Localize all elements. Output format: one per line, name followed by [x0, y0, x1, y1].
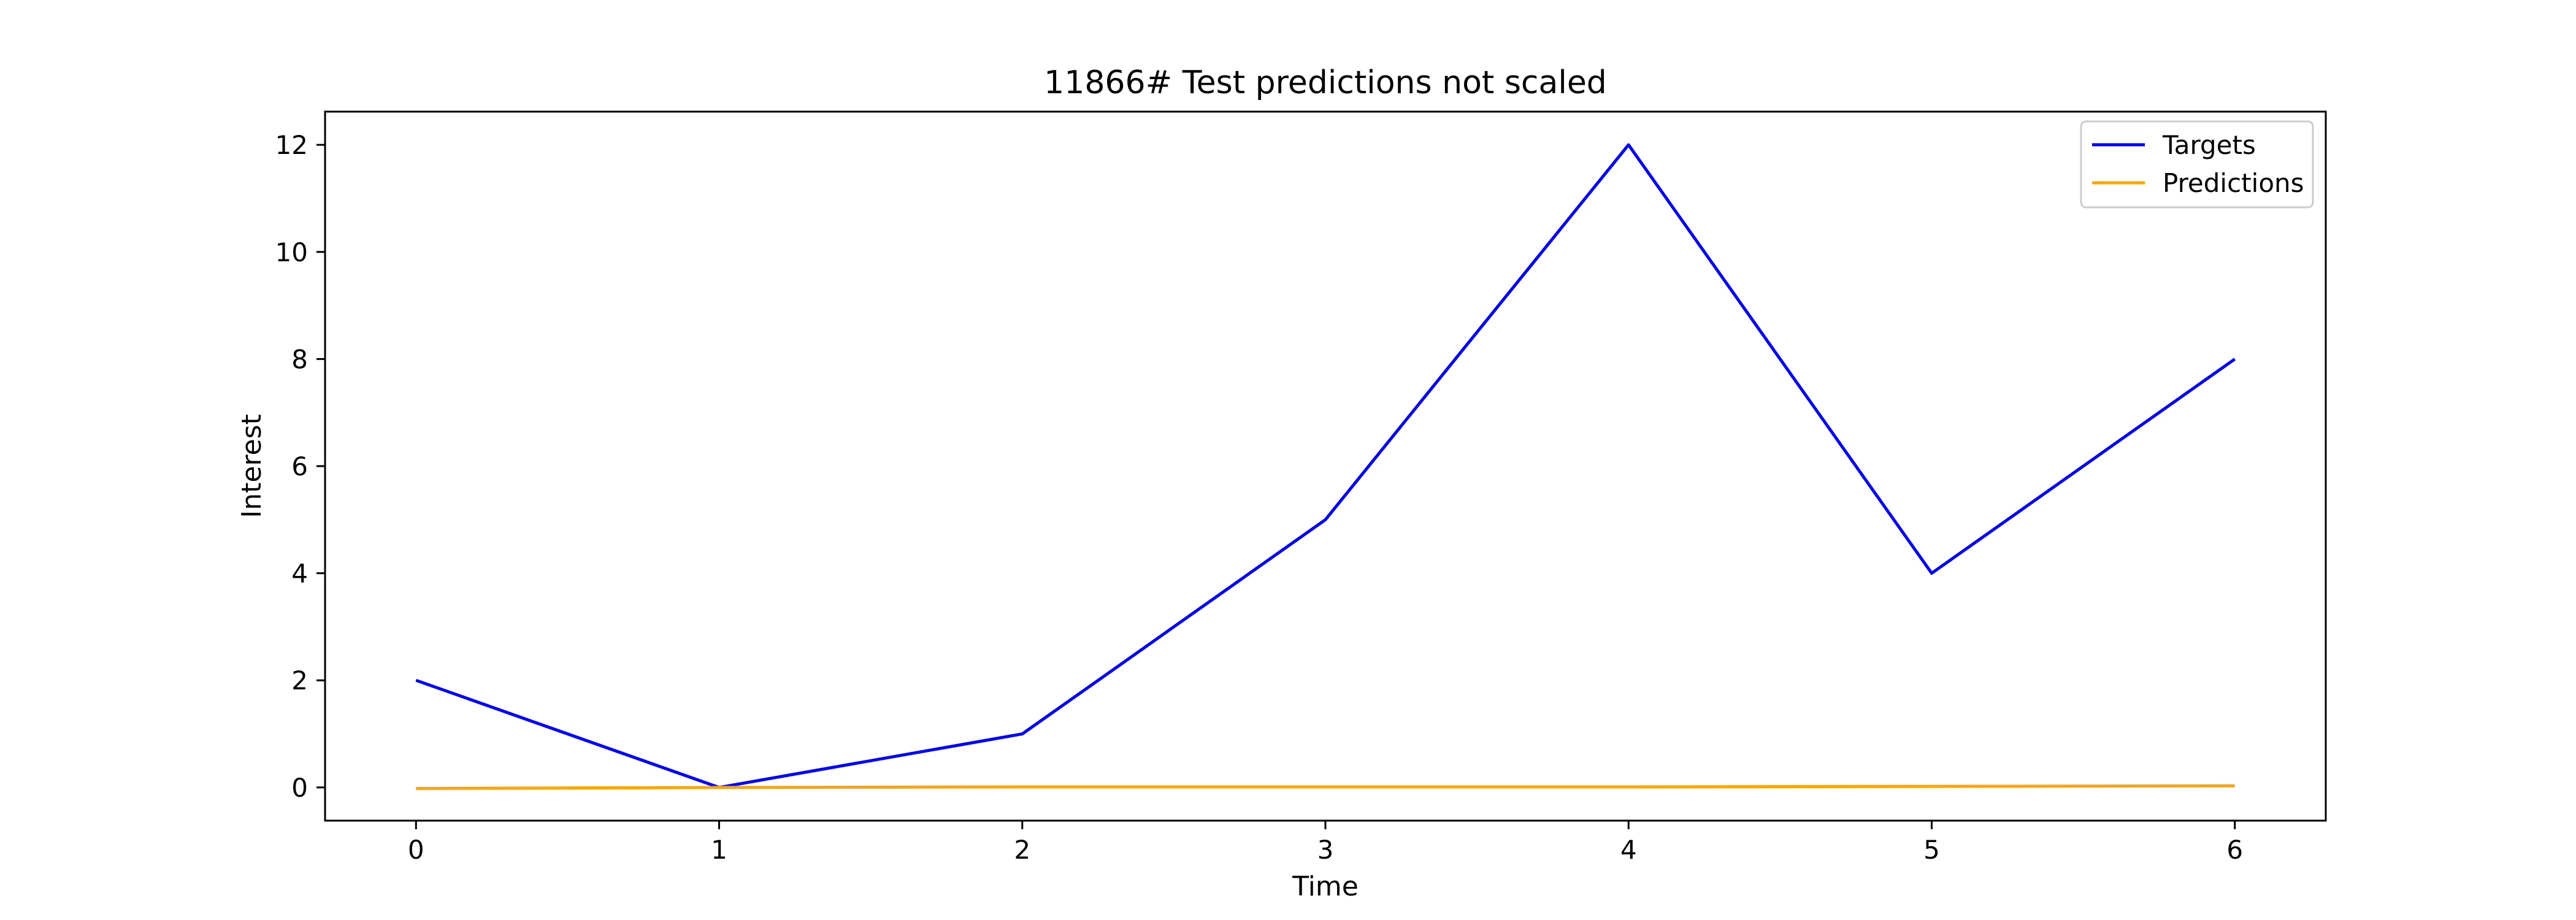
- y-tick-label: 8: [291, 344, 308, 374]
- x-tick-label: 2: [1014, 835, 1030, 865]
- chart-title: 11866# Test predictions not scaled: [1044, 64, 1607, 101]
- y-axis-label: Interest: [236, 414, 267, 518]
- x-tick-label: 1: [711, 835, 727, 865]
- y-tick-label: 10: [275, 237, 308, 267]
- plot-area-frame: [324, 110, 2327, 822]
- y-tick-label: 4: [291, 559, 308, 589]
- x-axis-ticks: 0 1 2 3 4 5 6: [408, 821, 2243, 865]
- series-line-predictions: [416, 784, 2235, 791]
- legend-label-targets: Targets: [2162, 130, 2256, 160]
- x-axis-label: Time: [1292, 871, 1359, 902]
- y-tick-label: 12: [275, 130, 308, 160]
- x-tick-label: 4: [1620, 835, 1637, 865]
- y-tick-label: 6: [291, 451, 308, 481]
- y-tick-label: 2: [291, 665, 308, 696]
- plot-lines: [415, 143, 2236, 791]
- legend: Targets Predictions: [2080, 120, 2314, 209]
- y-axis-ticks: 0 2 4 6 8 10 12: [275, 130, 325, 803]
- x-tick-label: 3: [1317, 835, 1334, 865]
- y-tick-label: 0: [291, 773, 308, 803]
- x-tick-label: 0: [408, 835, 424, 865]
- x-tick-label: 5: [1923, 835, 1940, 865]
- x-tick-label: 6: [2226, 835, 2243, 865]
- legend-label-predictions: Predictions: [2163, 168, 2304, 198]
- legend-box: [2080, 120, 2314, 209]
